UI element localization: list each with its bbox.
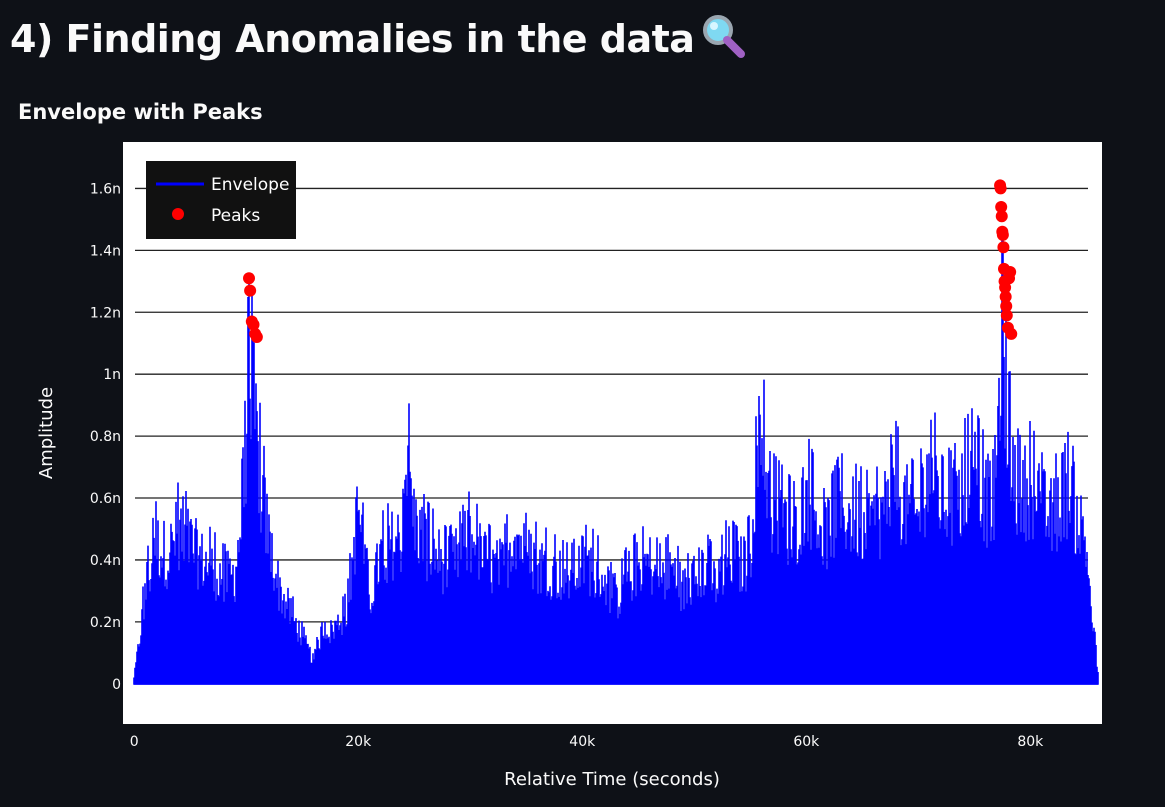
series-area: [133, 230, 1099, 685]
x-tick-label: 0: [130, 734, 139, 750]
y-axis-ticks: 0 0.2n 0.4n 0.6n 0.8n 1n 1.2n 1.4n 1.6n: [90, 181, 121, 692]
x-tick-label: 80k: [1017, 734, 1044, 750]
peak-point: [1000, 309, 1013, 322]
x-axis-ticks: 0 20k 40k 60k 80k: [130, 734, 1044, 750]
peak-point: [1004, 266, 1017, 279]
peak-point: [996, 228, 1009, 241]
peaks-layer: [243, 179, 1018, 344]
legend-peaks-swatch: [172, 208, 184, 220]
envelope-line: [133, 230, 1099, 685]
x-tick-label: 20k: [345, 734, 372, 750]
page-title-text: 4) Finding Anomalies in the data: [10, 17, 695, 61]
legend-box: [146, 161, 296, 239]
peak-point: [997, 241, 1010, 254]
x-axis-label: Relative Time (seconds): [504, 769, 720, 790]
magnifying-glass-icon: [700, 12, 746, 67]
peak-point: [995, 210, 1008, 223]
y-tick-label: 1n: [103, 367, 121, 383]
peak-point: [1000, 300, 1013, 313]
legend-envelope-label: Envelope: [211, 175, 289, 195]
peak-point: [995, 201, 1008, 214]
peak-point: [250, 331, 263, 344]
peak-point: [243, 272, 256, 285]
y-axis-label: Amplitude: [36, 387, 57, 479]
y-tick-label: 1.2n: [90, 305, 121, 321]
legend-peaks-label: Peaks: [211, 206, 260, 226]
y-tick-label: 0: [112, 677, 121, 693]
x-tick-label: 40k: [569, 734, 596, 750]
y-tick-label: 1.6n: [90, 181, 121, 197]
legend[interactable]: Envelope Peaks: [146, 161, 296, 239]
chart-title: Envelope with Peaks: [18, 100, 263, 124]
peak-point: [999, 281, 1012, 294]
y-tick-label: 0.8n: [90, 429, 121, 445]
y-tick-label: 0.4n: [90, 553, 121, 569]
peak-point: [247, 318, 260, 331]
page-title: 4) Finding Anomalies in the data: [10, 12, 746, 67]
y-tick-label: 0.6n: [90, 491, 121, 507]
peak-point: [994, 182, 1007, 195]
peak-point: [244, 284, 257, 297]
x-tick-label: 60k: [793, 734, 820, 750]
peak-point: [1005, 327, 1018, 340]
y-tick-label: 1.4n: [90, 243, 121, 259]
y-tick-label: 0.2n: [90, 615, 121, 631]
peak-point: [999, 290, 1012, 303]
